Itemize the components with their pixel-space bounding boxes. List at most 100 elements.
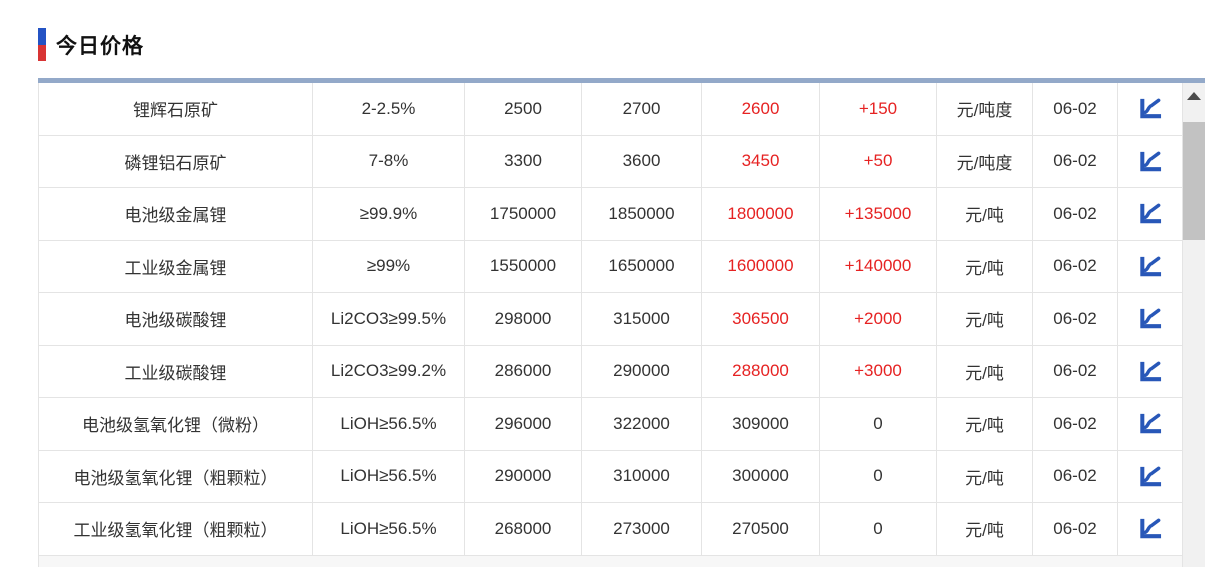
spec-cell: LiOH≥56.5% — [313, 398, 465, 450]
high-price-cell: 315000 — [582, 293, 702, 345]
price-table-body: 锂辉石原矿 2-2.5% 2500 2700 2600 +150 元/吨度 06… — [38, 83, 1183, 567]
product-name-cell: 电池级金属锂 — [39, 188, 313, 240]
product-name-cell: 工业级金属锂 — [39, 240, 313, 292]
table-row: 工业级金属锂 ≥99% 1550000 1650000 1600000 +140… — [39, 240, 1183, 293]
line-chart-icon[interactable] — [1137, 516, 1163, 541]
line-chart-icon[interactable] — [1137, 306, 1163, 331]
chart-cell — [1118, 398, 1183, 450]
unit-cell: 元/吨度 — [937, 135, 1033, 187]
line-chart-icon[interactable] — [1137, 96, 1163, 121]
spec-cell: LiOH≥56.5% — [313, 450, 465, 502]
unit-cell: 元/吨 — [937, 188, 1033, 240]
line-chart-icon[interactable] — [1137, 254, 1163, 279]
high-price-cell: 3600 — [582, 135, 702, 187]
table-row: 工业级碳酸锂 Li2CO3≥99.2% 286000 290000 288000… — [39, 345, 1183, 398]
title-marker — [38, 28, 46, 61]
high-price-cell: 273000 — [582, 503, 702, 555]
scrollbar-thumb[interactable] — [1183, 122, 1205, 240]
date-cell: 06-02 — [1033, 293, 1118, 345]
high-price-cell: 322000 — [582, 398, 702, 450]
title-marker-red — [38, 44, 46, 61]
unit-cell: 元/吨度 — [937, 83, 1033, 135]
price-change-cell: 0 — [820, 398, 937, 450]
product-name-cell: 工业级氢氧化锂（粗颗粒） — [39, 503, 313, 555]
price-change-cell: +140000 — [820, 240, 937, 292]
table-row: 电池级金属锂 ≥99.9% 1750000 1850000 1800000 +1… — [39, 188, 1183, 241]
avg-price-cell: 2600 — [702, 83, 820, 135]
avg-price-cell: 300000 — [702, 450, 820, 502]
date-cell: 06-02 — [1033, 503, 1118, 555]
product-name-cell: 工业级碳酸锂 — [39, 345, 313, 397]
line-chart-icon[interactable] — [1137, 411, 1163, 436]
line-chart-icon[interactable] — [1137, 359, 1163, 384]
low-price-cell: 298000 — [465, 293, 582, 345]
avg-price-cell: 1800000 — [702, 188, 820, 240]
avg-price-cell: 288000 — [702, 345, 820, 397]
line-chart-icon[interactable] — [1137, 464, 1163, 489]
product-name-cell: 电池级氢氧化锂（微粉） — [39, 398, 313, 450]
avg-price-cell: 309000 — [702, 398, 820, 450]
product-name-cell: 磷锂铝石原矿 — [39, 135, 313, 187]
spec-cell: ≥99.9% — [313, 188, 465, 240]
date-cell: 06-02 — [1033, 345, 1118, 397]
low-price-cell: 1750000 — [465, 188, 582, 240]
chart-cell — [1118, 188, 1183, 240]
scroll-up-button[interactable] — [1183, 83, 1205, 109]
unit-cell: 元/吨 — [937, 503, 1033, 555]
vertical-scrollbar[interactable] — [1183, 83, 1205, 567]
date-cell: 06-02 — [1033, 188, 1118, 240]
price-table: 锂辉石原矿 2-2.5% 2500 2700 2600 +150 元/吨度 06… — [38, 78, 1205, 567]
page-title: 今日价格 — [56, 34, 144, 58]
spec-cell: 7-8% — [313, 135, 465, 187]
avg-price-cell: 3450 — [702, 135, 820, 187]
product-name-cell: 电池级碳酸锂 — [39, 293, 313, 345]
table-row: 锂辉石原矿 2-2.5% 2500 2700 2600 +150 元/吨度 06… — [39, 83, 1183, 136]
low-price-cell: 296000 — [465, 398, 582, 450]
price-change-cell: 0 — [820, 503, 937, 555]
line-chart-icon[interactable] — [1137, 201, 1163, 226]
price-change-cell: +50 — [820, 135, 937, 187]
high-price-cell: 1850000 — [582, 188, 702, 240]
table-row: 电池级氢氧化锂（粗颗粒） LiOH≥56.5% 290000 310000 30… — [39, 450, 1183, 503]
spec-cell: LiOH≥56.5% — [313, 503, 465, 555]
unit-cell: 元/吨 — [937, 240, 1033, 292]
spec-cell: ≥99% — [313, 240, 465, 292]
date-cell: 06-02 — [1033, 240, 1118, 292]
price-change-cell: 0 — [820, 450, 937, 502]
high-price-cell: 290000 — [582, 345, 702, 397]
spec-cell: Li2CO3≥99.2% — [313, 345, 465, 397]
chart-cell — [1118, 293, 1183, 345]
price-change-cell: +150 — [820, 83, 937, 135]
chart-cell — [1118, 83, 1183, 135]
line-chart-icon[interactable] — [1137, 149, 1163, 174]
spec-cell: 2-2.5% — [313, 83, 465, 135]
date-cell: 06-02 — [1033, 450, 1118, 502]
high-price-cell: 310000 — [582, 450, 702, 502]
low-price-cell: 3300 — [465, 135, 582, 187]
product-name-cell: 电池级氢氧化锂（粗颗粒） — [39, 450, 313, 502]
price-change-cell: +2000 — [820, 293, 937, 345]
product-name-cell: 锂辉石原矿 — [39, 83, 313, 135]
avg-price-cell: 306500 — [702, 293, 820, 345]
low-price-cell: 2500 — [465, 83, 582, 135]
avg-price-cell: 270500 — [702, 503, 820, 555]
chart-cell — [1118, 345, 1183, 397]
unit-cell: 元/吨 — [937, 293, 1033, 345]
chart-cell — [1118, 240, 1183, 292]
chart-cell — [1118, 450, 1183, 502]
low-price-cell: 1550000 — [465, 240, 582, 292]
title-marker-blue — [38, 28, 46, 45]
date-cell: 06-02 — [1033, 83, 1118, 135]
avg-price-cell: 1600000 — [702, 240, 820, 292]
chart-cell — [1118, 135, 1183, 187]
unit-cell: 元/吨 — [937, 450, 1033, 502]
spec-cell: Li2CO3≥99.5% — [313, 293, 465, 345]
unit-cell: 元/吨 — [937, 345, 1033, 397]
unit-cell: 元/吨 — [937, 398, 1033, 450]
low-price-cell: 286000 — [465, 345, 582, 397]
high-price-cell: 1650000 — [582, 240, 702, 292]
high-price-cell: 2700 — [582, 83, 702, 135]
table-row: 电池级碳酸锂 Li2CO3≥99.5% 298000 315000 306500… — [39, 293, 1183, 346]
date-cell: 06-02 — [1033, 135, 1118, 187]
price-change-cell: +3000 — [820, 345, 937, 397]
